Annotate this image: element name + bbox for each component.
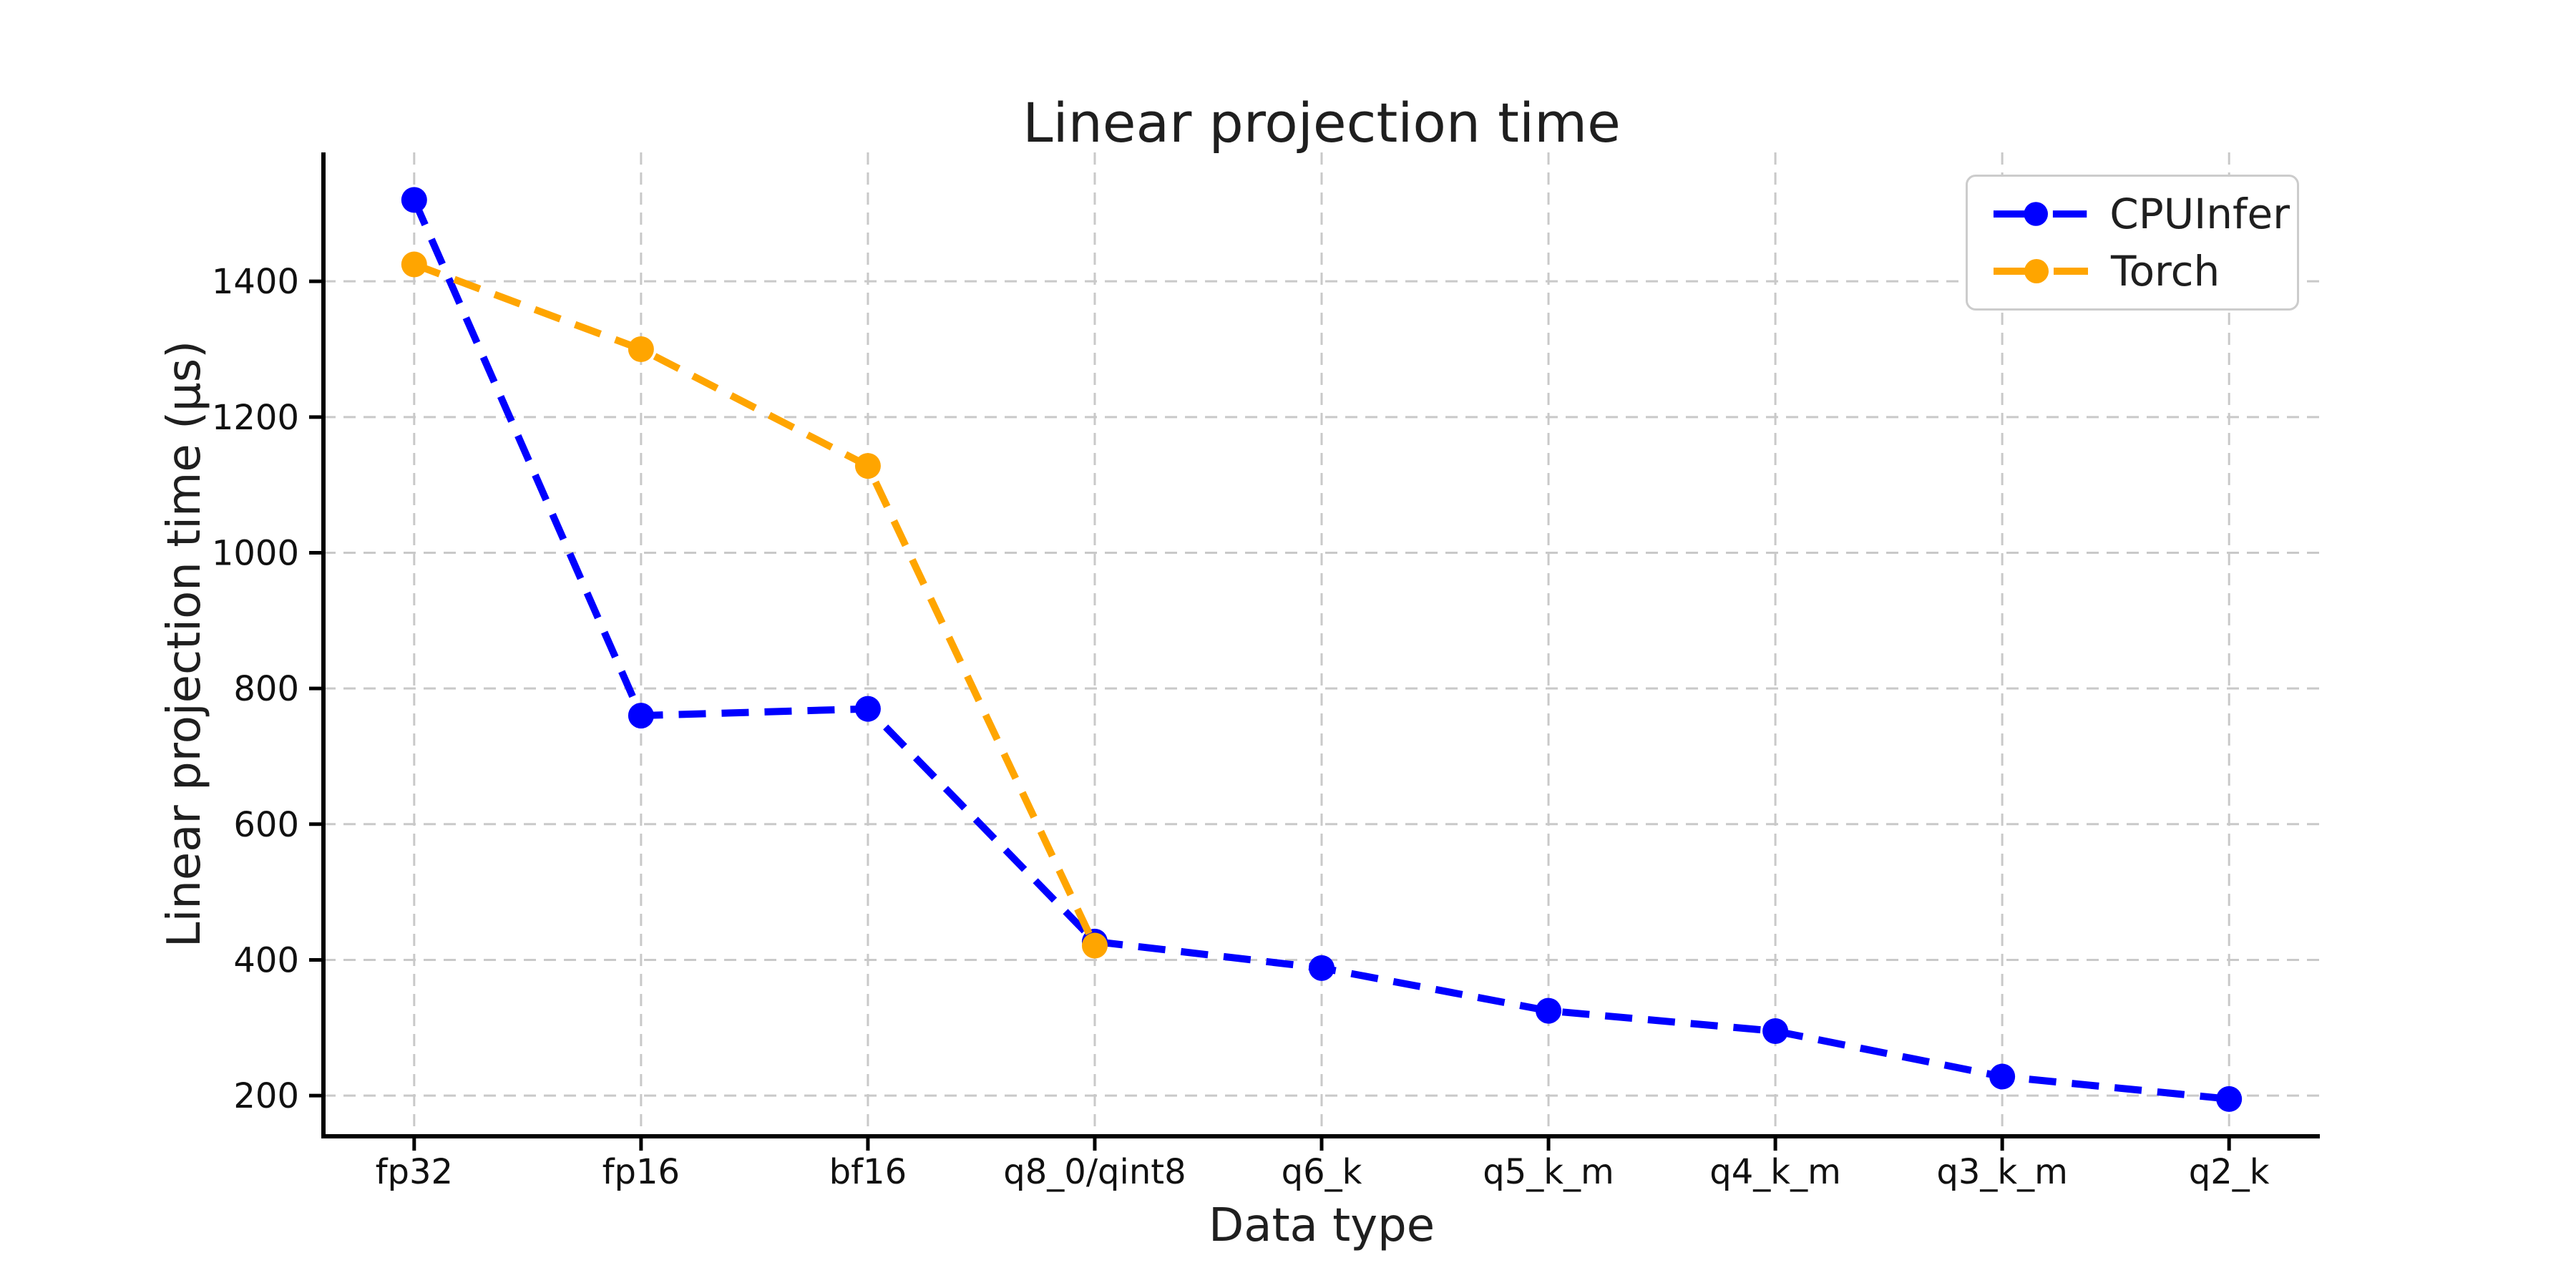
data-point-torch [1081, 932, 1108, 959]
x-tick-label: q4_k_m [1709, 1152, 1841, 1192]
data-point-cpuinfer [1762, 1018, 1789, 1045]
x-tick-label: fp32 [376, 1152, 453, 1192]
data-point-cpuinfer [1309, 955, 1335, 981]
y-tick-label: 1200 [212, 398, 299, 438]
chart-title: Linear projection time [1023, 91, 1621, 155]
data-point-torch [628, 336, 654, 362]
y-axis-label: Linear projection time (μs) [157, 340, 211, 948]
x-tick-label: q2_k [2189, 1152, 2270, 1192]
y-tick-label: 1400 [212, 262, 299, 302]
y-tick-label: 600 [233, 805, 299, 845]
legend-line-sample-torch [1994, 259, 2088, 283]
x-axis-label: Data type [1208, 1199, 1435, 1252]
data-point-cpuinfer [401, 187, 427, 213]
y-tick-label: 800 [233, 669, 299, 709]
legend-marker [2024, 202, 2048, 226]
legend-label-cpuinfer: CPUInfer [2109, 190, 2290, 238]
data-point-cpuinfer [854, 696, 881, 722]
data-point-cpuinfer [628, 703, 654, 729]
data-point-torch [401, 251, 427, 278]
data-point-cpuinfer [1989, 1063, 2016, 1090]
x-tick-label: fp16 [602, 1152, 680, 1192]
x-tick-label: q6_k [1282, 1152, 1362, 1192]
legend: CPUInfer Torch [1966, 175, 2299, 311]
legend-line-sample-cpuinfer [1993, 202, 2087, 226]
legend-item-torch: Torch [1991, 247, 2290, 296]
x-tick-label: bf16 [829, 1152, 907, 1192]
data-point-cpuinfer [2216, 1085, 2243, 1112]
series-line-torch [413, 260, 1098, 947]
data-point-cpuinfer [1536, 997, 1562, 1024]
y-tick-label: 1000 [212, 533, 299, 573]
x-tick-label: q3_k_m [1936, 1152, 2068, 1192]
legend-marker [2024, 259, 2049, 283]
legend-item-cpuinfer: CPUInfer [1991, 190, 2290, 238]
data-point-torch [854, 453, 881, 479]
x-tick-label: q8_0/qint8 [1003, 1152, 1186, 1192]
legend-label-torch: Torch [2111, 247, 2220, 296]
y-tick-label: 200 [233, 1076, 299, 1116]
x-tick-label: q5_k_m [1483, 1152, 1614, 1192]
y-tick-label: 400 [233, 940, 299, 980]
